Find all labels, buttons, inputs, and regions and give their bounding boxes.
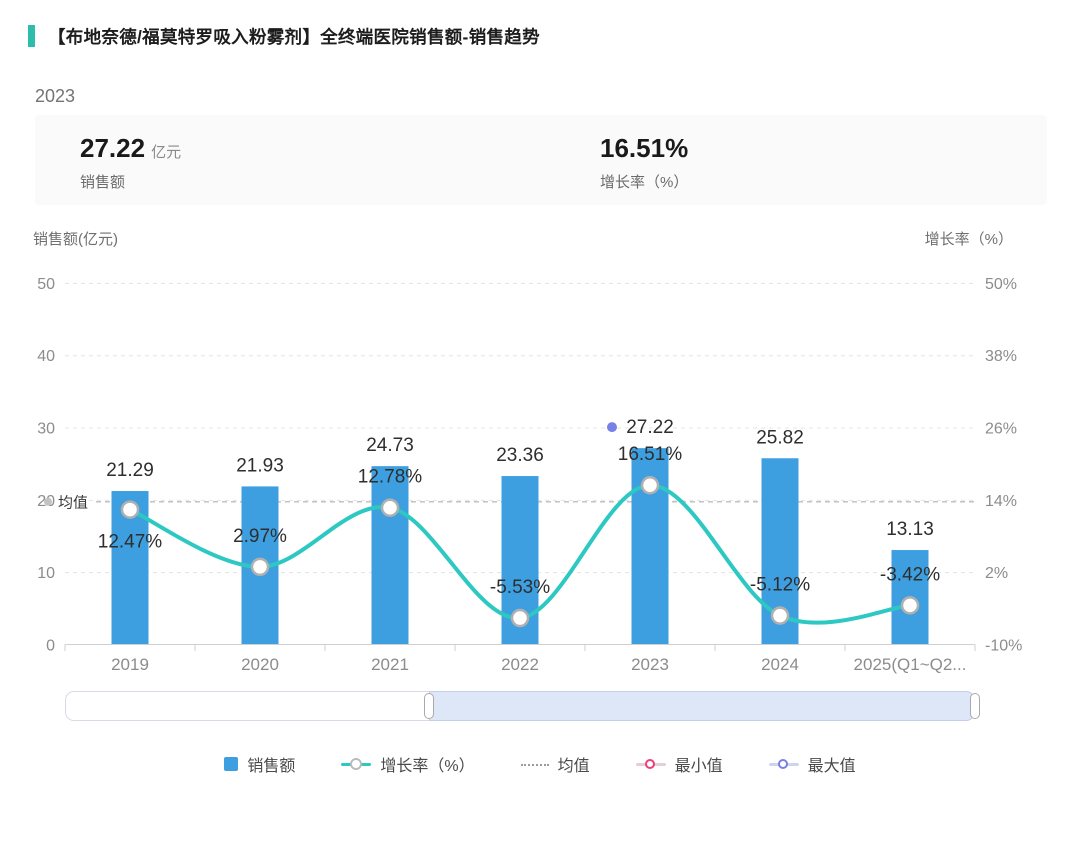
legend-label: 均值: [557, 758, 590, 775]
page-title: 【布地奈德/福莫特罗吸入粉雾剂】全终端医院销售额-销售趋势: [48, 27, 540, 47]
growth-value-label: -5.53%: [490, 577, 550, 598]
bar-value-label: 21.29: [106, 460, 154, 481]
sales-value: 27.22: [80, 133, 146, 163]
growth-value-label: 12.47%: [98, 532, 163, 553]
right-axis-title: 增长率（%）: [924, 231, 1013, 248]
right-axis-tick: -10%: [985, 638, 1022, 655]
growth-point-2025(Q1~Q2...[interactable]: [900, 596, 920, 615]
left-axis-tick: 0: [46, 638, 55, 655]
legend-item-min[interactable]: 最小值: [635, 752, 723, 776]
right-axis-tick: 2%: [985, 565, 1008, 582]
legend-item-max[interactable]: 最大值: [768, 752, 856, 776]
left-axis-title: 销售额(亿元): [33, 231, 118, 248]
x-axis-label: 2022: [501, 655, 539, 674]
bar-value-label: 25.82: [756, 427, 804, 448]
legend-label: 销售额: [247, 758, 296, 775]
x-axis-label: 2020: [241, 655, 279, 674]
datazoom-left-handle[interactable]: [424, 693, 434, 719]
mean-line-label: 均值: [58, 494, 88, 511]
growth-point-2021[interactable]: [380, 498, 400, 517]
right-axis-tick: 14%: [985, 493, 1017, 510]
legend-item-mean[interactable]: 均值: [520, 752, 590, 776]
x-axis-label: 2021: [371, 655, 409, 674]
x-axis-label: 2023: [631, 655, 669, 674]
min-marker-icon: [635, 757, 666, 771]
left-axis-tick: 40: [37, 348, 55, 365]
max-marker-icon: [768, 757, 799, 771]
mean-line-pin-icon: [44, 497, 52, 506]
right-axis-tick: 50%: [985, 276, 1017, 293]
x-axis-label: 2019: [111, 655, 149, 674]
bar-value-label: 13.13: [886, 519, 934, 540]
legend: 销售额 增长率（%） 均值 最小值 最大值: [0, 752, 1080, 776]
growth-point-2019[interactable]: [120, 500, 140, 519]
bar-value-label: 24.73: [366, 435, 414, 456]
growth-value-label: -3.42%: [880, 564, 940, 585]
legend-label: 最大值: [807, 758, 856, 775]
sales-label: 销售额: [80, 174, 126, 191]
summary-card: 27.22 亿元 销售额 16.51% 增长率（%）: [35, 115, 1047, 205]
left-axis-tick: 30: [37, 421, 55, 438]
datazoom-window[interactable]: [429, 691, 975, 721]
x-axis-label: 2024: [761, 655, 799, 674]
left-axis-tick: 10: [37, 565, 55, 582]
growth-point-2022[interactable]: [510, 608, 530, 628]
bar-value-label: 21.93: [236, 455, 284, 476]
bar-value-label: 23.36: [496, 445, 544, 466]
right-axis-tick: 38%: [985, 348, 1017, 365]
sales-unit: 亿元: [151, 144, 182, 161]
bar-2021[interactable]: [371, 466, 409, 644]
growth-point-2020[interactable]: [250, 557, 270, 577]
x-axis-label: 2025(Q1~Q2...: [854, 655, 967, 674]
bar-value-label: 27.22: [626, 417, 674, 438]
legend-label: 增长率（%）: [380, 758, 475, 775]
growth-value-label: 16.51%: [618, 444, 683, 465]
growth-label: 增长率（%）: [600, 174, 689, 191]
title-accent-bar: [28, 25, 35, 47]
bar-swatch-icon: [224, 757, 239, 771]
legend-item-sales[interactable]: 销售额: [224, 752, 295, 776]
growth-value-label: 12.78%: [358, 467, 423, 488]
growth-value: 16.51%: [600, 133, 689, 163]
line-marker-icon: [341, 757, 372, 771]
growth-point-2023[interactable]: [640, 475, 660, 495]
period-label: 2023: [35, 86, 76, 106]
legend-label: 最小值: [674, 758, 723, 775]
dotted-line-icon: [520, 763, 549, 766]
growth-value-label: 2.97%: [233, 526, 287, 547]
max-point-dot-icon: [607, 422, 617, 433]
left-axis-tick: 50: [37, 276, 55, 293]
right-axis-tick: 26%: [985, 421, 1017, 438]
growth-point-2024[interactable]: [770, 606, 790, 625]
growth-value-label: -5.12%: [750, 575, 810, 596]
legend-item-growth[interactable]: 增长率（%）: [341, 752, 475, 776]
datazoom-right-handle[interactable]: [970, 693, 980, 719]
